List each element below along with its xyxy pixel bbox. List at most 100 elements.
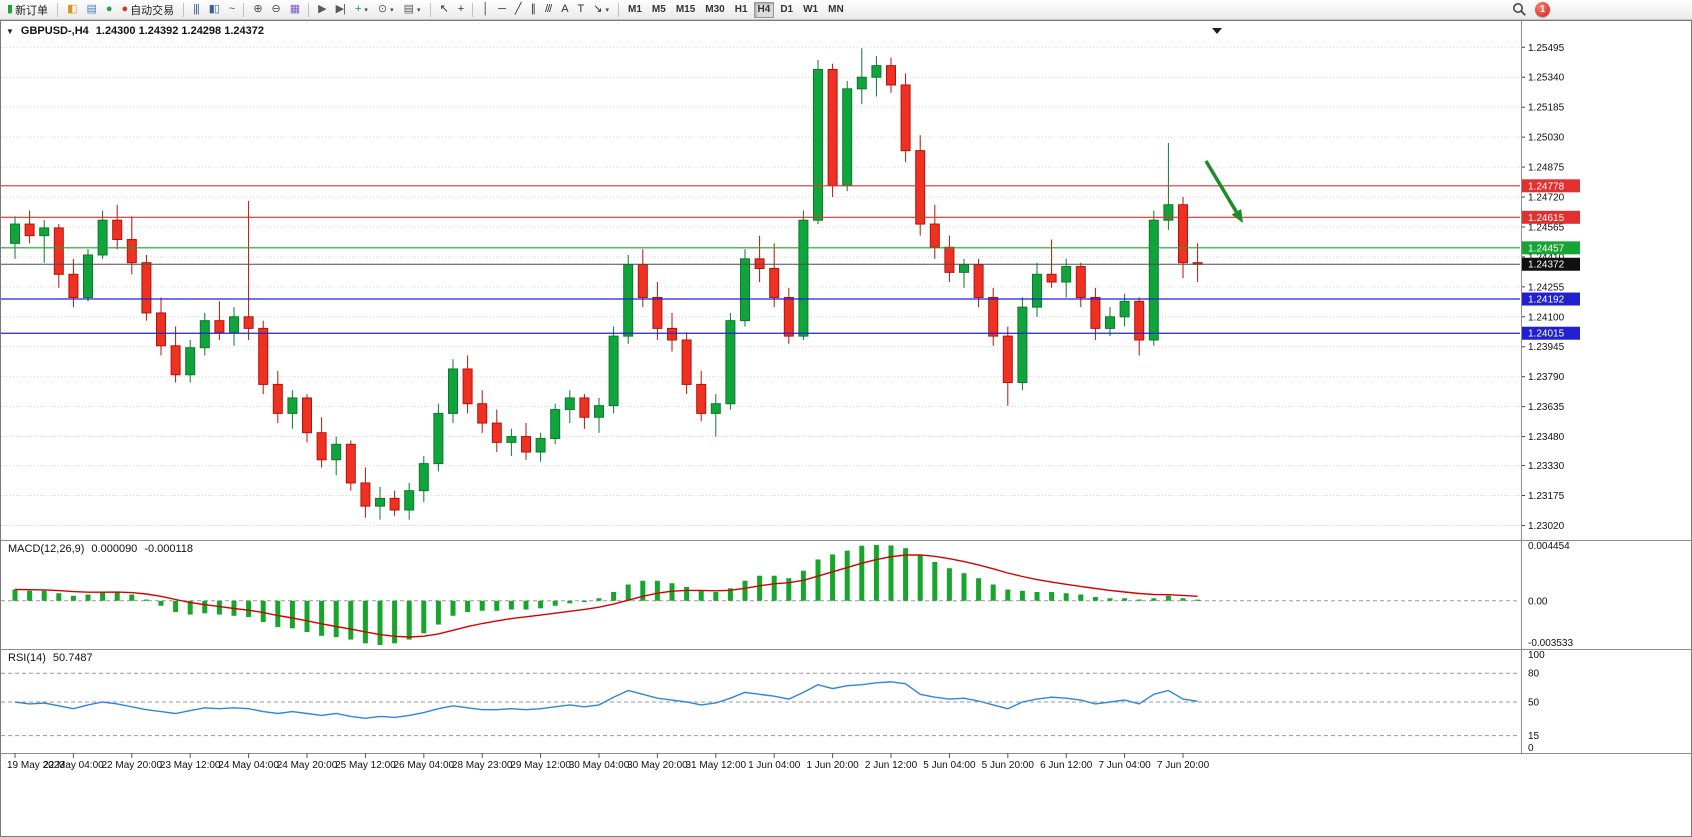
price-tag [1522,241,1580,255]
macd-histogram-bar [1049,592,1055,601]
candle [170,345,181,376]
candle [418,463,429,492]
fibonacci-button[interactable]: /// [540,1,556,19]
tile-windows-icon: ▦ [289,3,300,15]
timeframe-m15-button[interactable]: M15 [672,2,699,18]
tile-windows-button[interactable]: ▦ [285,1,304,19]
candle [10,223,20,244]
templates-button[interactable]: ▤ ▾ [399,1,426,19]
timeframe-h1-button[interactable]: H1 [731,2,752,18]
arrow-annotation[interactable] [1204,160,1238,213]
candle [229,316,239,333]
candle [1148,219,1159,341]
macd-histogram-bar [830,554,836,601]
new-order-button[interactable]: ▮ 新订单 [2,1,53,19]
timeframe-m30-button[interactable]: M30 [701,2,728,18]
bar-chart-button[interactable]: ||| [188,1,204,19]
candle [827,69,838,186]
zoom-out-button[interactable]: ⊖ [267,1,285,19]
chart-canvas[interactable]: 1.25495 1.25340 1.25185 1.25030 1.24875 1.247… [1,21,1691,836]
chart-profile-button[interactable]: ◧ [62,1,81,19]
macd-axis-label: 0.00 [1528,596,1548,607]
dropdown-caret-icon: ▾ [390,6,394,14]
macd-histogram-bar [523,600,529,610]
text-button[interactable]: A [556,1,572,19]
macd-histogram-bar [260,600,266,623]
sound-icon: ● [105,3,113,15]
chart-menu-icon[interactable]: ▼ [6,26,14,36]
candle [462,368,473,405]
print-button[interactable]: ▤ [81,1,100,19]
macd-histogram-bar [654,580,660,601]
candle [1105,316,1115,329]
candle [1075,266,1086,298]
macd-histogram-bar [421,600,427,634]
macd-histogram-bar [479,600,485,611]
candle [973,264,984,298]
arrows-button[interactable]: ↘ ▾ [588,1,614,19]
chart-shift-icon: ▶| [335,3,346,15]
candle [594,405,604,418]
zoom-in-button[interactable]: ⊕ [248,1,266,19]
candle [754,258,765,269]
chart-window[interactable]: ▼ GBPUSD-,H4 1.24300 1.24392 1.24298 1.2… [0,20,1692,837]
candle [652,296,663,329]
toolbar-separator [618,2,619,17]
cursor-button[interactable]: ↖ [435,1,453,19]
time-axis-label: 7 Jun 20:00 [1157,760,1210,771]
trendline-button[interactable]: ╱ [510,1,526,19]
new-order-button-label: 新订单 [15,4,49,17]
arrow-annotation-head[interactable] [1231,209,1243,223]
vertical-line-button[interactable]: │ [477,1,493,19]
label-button[interactable]: T [573,1,589,19]
candle [1163,204,1174,221]
channel-button[interactable]: ∥ [526,1,541,19]
candle [156,312,166,347]
macd-histogram-bar [1165,595,1171,601]
candle [68,273,79,298]
search-icon[interactable] [1512,2,1527,17]
candle [521,436,531,453]
candle [871,65,882,78]
chart-shift-button[interactable]: ▶| [331,1,350,19]
time-axis-label: 31 May 12:00 [685,760,746,771]
rsi-axis-label: 0 [1528,743,1534,754]
candle [959,264,969,273]
pane-separator[interactable] [1,540,1691,541]
timeframe-d1-button[interactable]: D1 [776,2,797,18]
candle [491,422,502,443]
periods-button[interactable]: ⊙ ▾ [373,1,399,19]
auto-scroll-button[interactable]: ▶ [313,1,330,19]
time-axis-label: 6 Jun 12:00 [1040,760,1093,771]
macd-histogram-bar [1151,598,1157,601]
candle [579,397,590,418]
text-label-icon: T [577,3,585,15]
candle [783,296,794,337]
candle [97,219,108,256]
price-tag-label: 1.24015 [1528,329,1565,340]
timeframe-h4-button[interactable]: H4 [753,1,775,18]
horizontal-line-button[interactable]: ─ [493,1,510,19]
price-axis-label: 1.25495 [1528,43,1565,54]
candlestick-chart-button[interactable]: ▮▯ [204,1,224,19]
timeframe-m1-button[interactable]: M1 [624,2,646,18]
dropdown-caret-icon: ▾ [605,6,609,14]
timeframe-w1-button[interactable]: W1 [799,2,822,18]
candle [535,438,546,453]
macd-histogram-bar [888,545,894,601]
alerts-button[interactable]: ● [101,1,117,19]
crosshair-button[interactable]: + [453,1,468,19]
macd-histogram-bar [319,600,325,636]
price-axis-label: 1.24255 [1528,282,1565,293]
pane-separator[interactable] [1,649,1691,650]
timeframe-m5-button[interactable]: M5 [648,2,670,18]
notification-badge[interactable]: 1 [1535,2,1550,17]
line-chart-button[interactable]: ~ [224,1,239,19]
auto-trading-button[interactable]: ● 自动交易 [117,1,180,19]
macd-histogram-bar [246,600,252,618]
indicators-button[interactable]: + ▾ [350,1,373,19]
candle [404,490,415,511]
timeframe-mn-button[interactable]: MN [824,2,848,18]
chart-title: ▼ GBPUSD-,H4 1.24300 1.24392 1.24298 1.2… [6,25,264,37]
candle [798,219,809,337]
